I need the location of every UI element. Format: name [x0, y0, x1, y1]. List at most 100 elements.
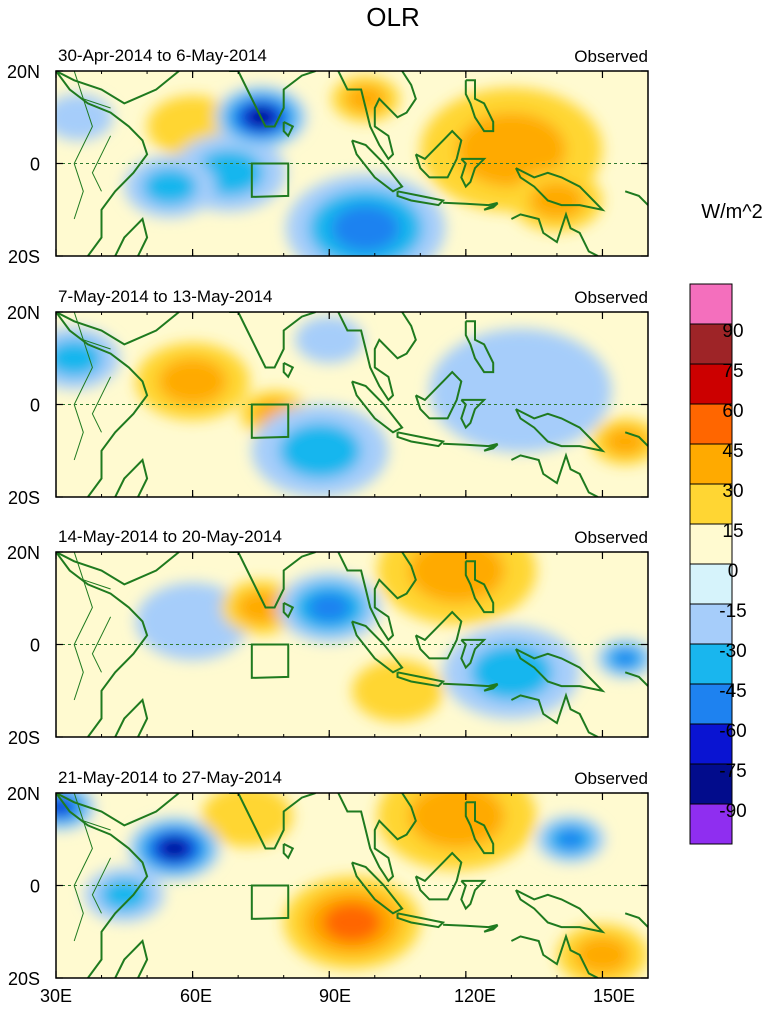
anomaly-blob	[613, 650, 638, 667]
colorbar-segment	[689, 803, 733, 845]
anomaly-blob	[161, 840, 187, 857]
y-tick-label: 20N	[7, 543, 40, 563]
anomaly-blob	[429, 328, 612, 453]
ticks	[55, 311, 648, 498]
border-line	[73, 71, 111, 109]
anomaly-blob	[352, 659, 444, 722]
coastline	[351, 861, 404, 915]
coastline	[483, 683, 499, 692]
x-tick-label: 30E	[40, 986, 72, 1006]
coastline	[443, 442, 498, 448]
coastline	[337, 552, 417, 642]
border-line	[91, 616, 112, 673]
coastline	[414, 851, 463, 901]
anomaly-blob	[408, 793, 505, 849]
y-tick-label: 20S	[8, 969, 40, 989]
border-line	[91, 135, 112, 192]
coastline	[337, 793, 417, 883]
y-tick-label: 0	[30, 155, 40, 175]
anomaly-blob	[295, 316, 364, 363]
coastline	[460, 157, 487, 189]
coastline	[515, 889, 606, 934]
anomaly-blob	[307, 592, 352, 623]
panel-1: 20N 0 20S 30-Apr-2014 to 6-May-2014 Observed	[7, 46, 649, 267]
coastline	[56, 312, 180, 346]
coastline	[414, 370, 463, 420]
coastlines	[56, 793, 648, 978]
coastline	[56, 793, 180, 827]
coastline	[282, 121, 295, 138]
colorbar-label: -30	[719, 641, 746, 662]
coastline	[396, 671, 446, 688]
index-box	[250, 162, 290, 198]
coastline	[337, 312, 417, 402]
coastlines	[56, 312, 648, 497]
colorbar-segment	[689, 563, 733, 605]
colorbar-segment	[689, 363, 733, 405]
coastlines	[56, 552, 648, 737]
colorbar-label: -15	[719, 601, 746, 622]
panel-tag: Observed	[574, 769, 648, 788]
coastline	[464, 320, 495, 374]
anomaly-blob	[201, 793, 293, 848]
panel-plot-area	[56, 793, 648, 978]
coastline	[483, 924, 499, 933]
coastline	[114, 217, 149, 256]
border-line	[91, 857, 112, 914]
coastlines	[56, 71, 648, 256]
colorbar-segment	[689, 443, 733, 485]
anomaly-blob	[604, 427, 646, 456]
x-axis: 30E 60E 90E 120E 150E	[40, 986, 635, 1006]
colorbar-segment	[689, 283, 733, 325]
coastline	[229, 552, 316, 609]
anomaly-blob	[529, 181, 585, 220]
colorbar-label: 45	[722, 441, 743, 462]
anomaly-blob	[331, 205, 400, 252]
coastline	[351, 380, 404, 434]
y-tick-label: 0	[30, 396, 40, 416]
coastline	[282, 362, 295, 379]
coastline	[624, 912, 648, 928]
y-tick-label: 20N	[7, 62, 40, 82]
colorbar	[689, 283, 733, 845]
panels: 20N 0 20S 30-Apr-2014 to 6-May-2014 Observed…	[7, 46, 649, 989]
y-tick-label: 20S	[8, 488, 40, 508]
coastline	[56, 71, 180, 105]
coastline	[229, 312, 316, 369]
coastline	[443, 201, 498, 207]
colorbar-segment	[689, 683, 733, 725]
index-box	[250, 643, 290, 679]
colorbar-label: -45	[719, 681, 746, 702]
panel-date-range: 14-May-2014 to 20-May-2014	[58, 527, 282, 546]
anomaly-blob	[555, 829, 586, 850]
panel-tag: Observed	[574, 528, 648, 547]
ticks	[55, 792, 648, 979]
border-line	[73, 98, 93, 220]
panel-plot-area	[56, 312, 648, 497]
coastline	[464, 801, 495, 855]
colorbar-label: -90	[719, 801, 746, 822]
border-line	[73, 820, 93, 942]
colorbar-label: 15	[722, 521, 743, 542]
panel-plot-area	[56, 71, 648, 256]
x-tick-label: 120E	[454, 986, 496, 1006]
coastline	[56, 793, 149, 978]
panel-3: 20N 0 20S 14-May-2014 to 20-May-2014 Observe…	[7, 527, 649, 748]
anomaly-blob	[56, 94, 113, 141]
coastline	[510, 211, 599, 256]
coastline	[56, 312, 149, 497]
coastline	[56, 71, 149, 256]
anomaly-blob	[142, 168, 198, 206]
coastline	[515, 408, 606, 453]
colorbar-segment	[689, 643, 733, 685]
y-tick-label: 20S	[8, 728, 40, 748]
anomaly-blob	[237, 591, 285, 624]
anomaly-blob	[100, 878, 149, 912]
x-tick-label: 150E	[593, 986, 635, 1006]
coastline	[396, 912, 446, 929]
anomaly-blob	[158, 358, 227, 405]
coastline	[624, 671, 648, 687]
coastline	[56, 552, 180, 586]
x-tick-label: 90E	[319, 986, 351, 1006]
